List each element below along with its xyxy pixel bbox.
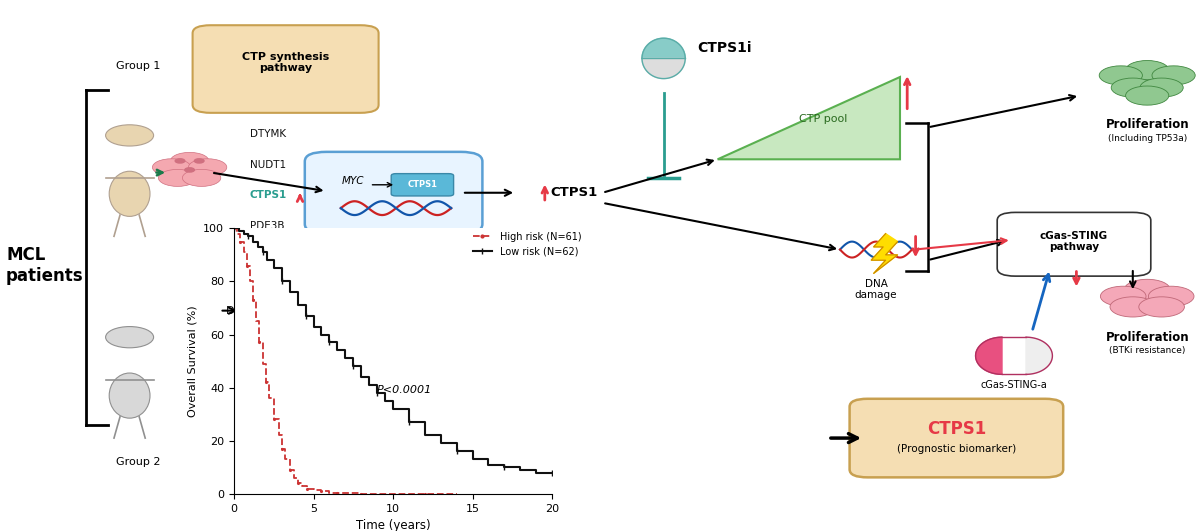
Circle shape [170, 152, 209, 169]
FancyBboxPatch shape [997, 212, 1151, 276]
Text: CTP pool: CTP pool [799, 115, 847, 124]
Polygon shape [976, 337, 1002, 374]
X-axis label: Time (years): Time (years) [355, 519, 431, 531]
Text: (Prognostic biomarker): (Prognostic biomarker) [896, 444, 1016, 453]
Circle shape [1152, 66, 1195, 85]
Text: CTPS1: CTPS1 [550, 186, 598, 199]
Circle shape [1148, 286, 1194, 306]
Polygon shape [642, 38, 685, 58]
Text: (Including TP53a): (Including TP53a) [1108, 134, 1187, 142]
Text: NUDT1: NUDT1 [250, 160, 286, 169]
Circle shape [1099, 66, 1142, 85]
Text: Group 1: Group 1 [116, 62, 160, 71]
Text: CTPS1: CTPS1 [250, 191, 287, 200]
Text: Proliferation: Proliferation [1105, 118, 1189, 131]
Text: Group 2: Group 2 [115, 457, 161, 467]
Text: P<0.0001: P<0.0001 [377, 385, 432, 395]
Circle shape [106, 125, 154, 146]
Circle shape [1110, 297, 1156, 317]
Circle shape [194, 159, 204, 163]
Text: CTPS1: CTPS1 [408, 181, 437, 189]
Circle shape [1126, 86, 1169, 105]
Text: MCL
patients: MCL patients [6, 246, 84, 285]
FancyBboxPatch shape [305, 152, 482, 234]
Circle shape [1126, 61, 1169, 80]
Circle shape [182, 169, 221, 186]
Circle shape [1100, 286, 1146, 306]
Circle shape [185, 168, 194, 172]
Text: CTPS1i: CTPS1i [697, 41, 751, 55]
Circle shape [175, 159, 185, 163]
Text: Proliferation: Proliferation [1105, 331, 1189, 344]
Legend: High risk (N=61), Low risk (N=62): High risk (N=61), Low risk (N=62) [469, 228, 586, 261]
FancyBboxPatch shape [850, 399, 1063, 477]
Circle shape [1124, 279, 1170, 299]
Text: TK1: TK1 [250, 283, 269, 293]
Circle shape [158, 169, 197, 186]
FancyBboxPatch shape [192, 25, 379, 113]
Text: TYMS: TYMS [250, 252, 277, 262]
FancyBboxPatch shape [391, 174, 454, 196]
Text: CTPS1: CTPS1 [926, 420, 986, 438]
Text: cGas-STING-a: cGas-STING-a [980, 380, 1048, 390]
Text: cGas-STING
pathway: cGas-STING pathway [1040, 231, 1108, 252]
Circle shape [106, 327, 154, 348]
Polygon shape [871, 234, 898, 273]
Text: (BTKi resistance): (BTKi resistance) [1109, 346, 1186, 355]
Circle shape [1139, 297, 1184, 317]
Ellipse shape [109, 171, 150, 217]
Text: MYC: MYC [342, 176, 365, 185]
Text: CTP synthesis
pathway: CTP synthesis pathway [242, 52, 329, 73]
Polygon shape [718, 77, 900, 159]
Ellipse shape [109, 373, 150, 418]
Polygon shape [1026, 337, 1052, 374]
Text: DNA
damage: DNA damage [854, 279, 898, 300]
Circle shape [188, 159, 227, 176]
Text: PDE3B: PDE3B [250, 221, 284, 231]
Circle shape [1111, 78, 1154, 97]
Text: DTYMK: DTYMK [250, 129, 286, 139]
Text: Different prognosis: Different prognosis [226, 306, 332, 315]
Y-axis label: Overall Survival (%): Overall Survival (%) [187, 305, 198, 417]
Circle shape [1140, 78, 1183, 97]
Circle shape [152, 159, 191, 176]
Polygon shape [642, 58, 685, 79]
